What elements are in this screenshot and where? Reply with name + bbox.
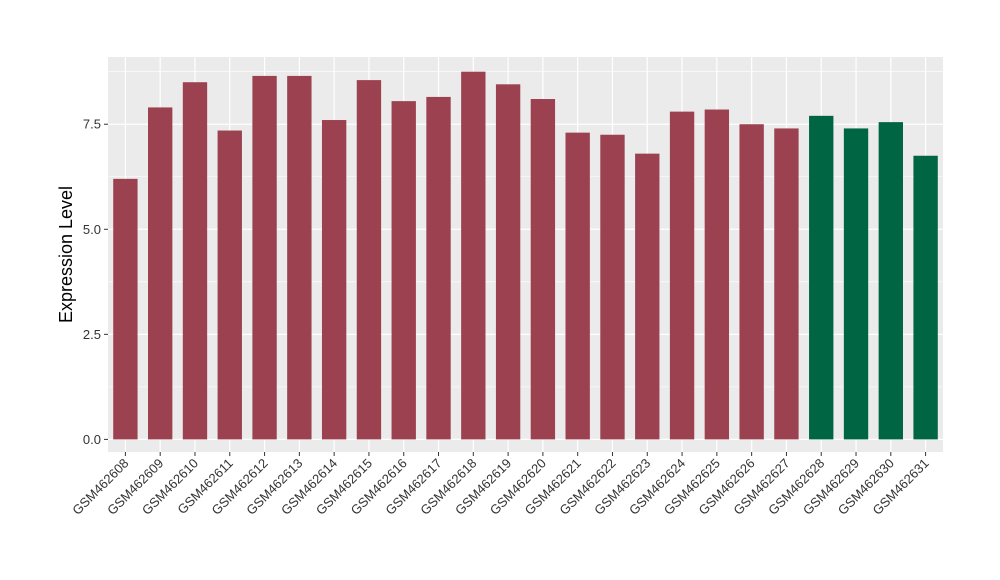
bar-GSM462622 xyxy=(600,134,625,440)
bar-GSM462617 xyxy=(426,96,451,440)
y-tick-label: 2.5 xyxy=(83,327,101,342)
bar-GSM462614 xyxy=(321,120,347,440)
y-tick-label: 7.5 xyxy=(83,117,101,132)
y-axis-title: Expression Level xyxy=(56,186,76,323)
bar-GSM462628 xyxy=(809,115,834,440)
bar-GSM462616 xyxy=(391,101,416,440)
y-axis: 0.0 2.5 5.0 7.5 xyxy=(83,117,108,447)
bars xyxy=(113,71,938,440)
bar-GSM462619 xyxy=(495,84,521,440)
y-tick-label: 0.0 xyxy=(83,432,101,447)
bar-GSM462610 xyxy=(182,82,208,440)
bar-GSM462611 xyxy=(217,130,242,440)
bar-GSM462631 xyxy=(913,155,938,440)
bar-GSM462625 xyxy=(704,109,730,440)
plot-panel xyxy=(108,57,943,452)
y-tick-label: 5.0 xyxy=(83,222,101,237)
x-axis: GSM462608GSM462609GSM462610GSM462611GSM4… xyxy=(69,452,932,518)
bar-GSM462623 xyxy=(635,153,660,440)
bar-GSM462609 xyxy=(148,107,173,440)
bar-GSM462615 xyxy=(356,80,382,440)
bar-GSM462620 xyxy=(530,99,556,440)
bar-GSM462630 xyxy=(878,122,903,440)
bar-GSM462608 xyxy=(113,178,138,440)
bar-GSM462627 xyxy=(774,128,799,440)
bar-GSM462618 xyxy=(461,71,486,440)
bar-GSM462626 xyxy=(739,124,764,440)
bar-GSM462624 xyxy=(669,111,695,440)
bar-GSM462621 xyxy=(565,132,590,440)
bar-GSM462612 xyxy=(252,75,277,440)
bar-GSM462629 xyxy=(843,128,869,440)
bar-GSM462613 xyxy=(287,75,312,440)
